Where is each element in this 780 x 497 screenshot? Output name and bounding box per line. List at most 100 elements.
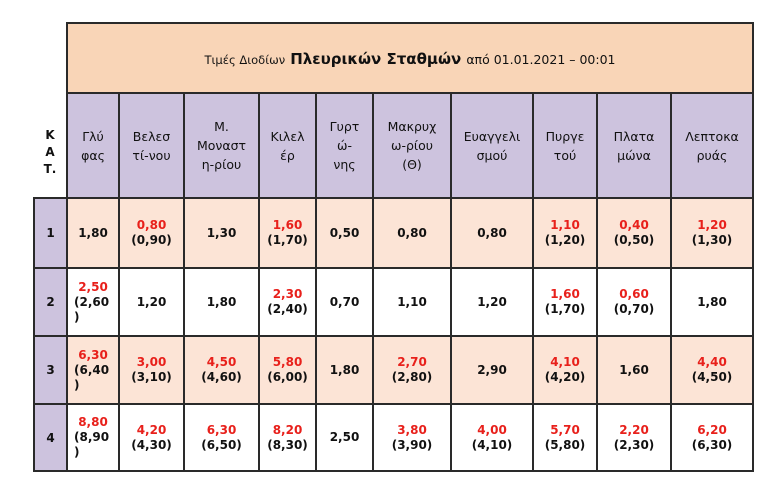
previous-price: (2,30)	[613, 437, 655, 452]
price-cell: 1,10	[372, 267, 452, 337]
table-row: 4 8,80 (8,90) 4,20 (4,30) 6,30 (6,50) 8,20 (8,30…	[33, 403, 755, 472]
price-cell: 3,00 (3,10)	[118, 335, 185, 405]
price-cell: 4,40 (4,50)	[669, 335, 755, 405]
current-price: 0,80	[136, 218, 167, 232]
price-cell: 8,20 (8,30)	[258, 403, 317, 472]
price-cell: 0,40 (0,50)	[596, 197, 672, 269]
current-price: 0,80	[397, 225, 427, 240]
current-price: 6,30	[206, 422, 237, 437]
previous-price: (6,30)	[691, 437, 733, 452]
current-price: 5,80	[272, 355, 303, 369]
toll-price-table: Τιμές Διοδίων Πλευρικών Σταθμών από 01.0…	[33, 22, 755, 472]
previous-price: (8,90)	[74, 430, 110, 459]
current-price: 1,10	[397, 294, 427, 309]
current-price: 2,20	[619, 422, 649, 437]
price-cell: 2,20 (2,30)	[596, 403, 672, 472]
previous-price: (6,50)	[201, 437, 242, 452]
previous-price: (6,40)	[74, 362, 110, 392]
title-prefix: Τιμές Διοδίων	[204, 52, 286, 67]
price-cell: 8,80 (8,90)	[66, 403, 120, 472]
current-price: 6,20	[697, 422, 727, 437]
previous-price: (1,20)	[544, 233, 586, 247]
previous-price: (4,50)	[691, 370, 733, 384]
previous-price: (0,70)	[613, 302, 655, 316]
current-price: 6,30	[78, 347, 108, 362]
previous-price: (0,90)	[131, 233, 172, 247]
current-price: 0,50	[329, 225, 360, 240]
price-cell: 1,80	[66, 197, 120, 269]
table-title: Τιμές Διοδίων Πλευρικών Σταθμών από 01.0…	[65, 22, 755, 94]
current-price: 1,20	[136, 294, 167, 309]
current-price: 0,70	[329, 294, 360, 309]
price-cell: 4,00 (4,10)	[450, 403, 534, 472]
price-cell: 0,80	[372, 197, 452, 269]
category-cell: 2	[33, 267, 68, 337]
previous-price: (4,20)	[544, 370, 586, 384]
category-header: Κ Α Τ.	[34, 93, 68, 199]
price-cell: 1,80	[183, 267, 260, 337]
price-cell: 1,80	[315, 335, 374, 405]
price-cell: 1,20	[450, 267, 534, 337]
current-price: 4,50	[206, 355, 237, 369]
previous-price: (1,70)	[544, 302, 586, 316]
table-row: 2 2,50 (2,60) 1,20 1,80 2,30 (2,40) 0,70 1,10 1,2…	[33, 267, 755, 337]
current-price: 1,20	[697, 218, 727, 232]
price-cell: 6,20 (6,30)	[669, 403, 755, 472]
price-cell: 0,60 (0,70)	[596, 267, 672, 337]
category-cell: 1	[33, 197, 68, 269]
current-price: 0,40	[619, 218, 649, 232]
previous-price: (4,30)	[131, 437, 172, 452]
current-price: 4,40	[697, 355, 727, 369]
current-price: 0,80	[477, 225, 507, 240]
price-cell: 6,30 (6,40)	[66, 335, 120, 405]
price-cell: 2,70 (2,80)	[372, 335, 452, 405]
previous-price: (1,30)	[691, 233, 733, 247]
station-header-3: Μ. Μοναστ η-ρίου	[183, 92, 260, 199]
title-row: Τιμές Διοδίων Πλευρικών Σταθμών από 01.0…	[34, 22, 755, 94]
previous-price: (1,70)	[267, 233, 308, 247]
previous-price: (0,50)	[613, 233, 655, 247]
price-cell: 4,10 (4,20)	[532, 335, 598, 405]
current-price: 1,60	[550, 287, 580, 301]
current-price: 4,20	[136, 422, 167, 437]
previous-price: (3,90)	[391, 437, 433, 452]
price-cell: 1,20	[118, 267, 185, 337]
price-cell: 4,50 (4,60)	[183, 335, 260, 405]
price-cell: 1,80	[669, 267, 755, 337]
title-main: Πλευρικών Σταθμών	[290, 49, 462, 68]
current-price: 8,20	[272, 422, 303, 437]
station-header-10: Λεπτοκα ρυάς	[669, 92, 755, 199]
previous-price: (3,10)	[131, 370, 172, 384]
price-cell: 1,60 (1,70)	[532, 267, 598, 337]
current-price: 1,80	[206, 294, 237, 309]
price-cell: 1,10 (1,20)	[532, 197, 598, 269]
price-rows: 1 1,80 0,80 (0,90) 1,30 1,60 (1,70) 0,50 0,80 0,8…	[33, 197, 755, 472]
table-row: 3 6,30 (6,40) 3,00 (3,10) 4,50 (4,60) 5,80 (6,00…	[33, 335, 755, 405]
current-price: 2,70	[397, 355, 427, 369]
price-cell: 5,80 (6,00)	[258, 335, 317, 405]
title-suffix: από 01.01.2021 – 00:01	[466, 51, 616, 67]
station-header-6: Μακρυχ ω-ρίου (Θ)	[372, 92, 452, 199]
price-cell: 3,80 (3,90)	[372, 403, 452, 472]
previous-price: (8,30)	[267, 437, 308, 452]
price-cell: 6,30 (6,50)	[183, 403, 260, 472]
price-cell: 0,80	[450, 197, 534, 269]
price-cell: 0,70	[315, 267, 374, 337]
previous-price: (4,10)	[471, 437, 513, 452]
current-price: 1,80	[329, 362, 360, 377]
current-price: 2,30	[272, 287, 303, 301]
station-header-row: Κ Α Τ. Γλύ φας Βελεσ τί-νου Μ. Μοναστ η-ρί…	[34, 92, 755, 199]
previous-price: (6,00)	[267, 370, 308, 384]
current-price: 1,20	[477, 294, 507, 309]
current-price: 4,10	[550, 355, 580, 369]
previous-price: (4,60)	[201, 370, 242, 384]
current-price: 1,60	[619, 362, 649, 377]
price-cell: 1,20 (1,30)	[669, 197, 755, 269]
price-cell: 1,60	[596, 335, 672, 405]
category-cell: 4	[33, 403, 68, 472]
station-header-1: Γλύ φας	[66, 92, 120, 199]
price-cell: 1,60 (1,70)	[258, 197, 317, 269]
current-price: 1,80	[697, 294, 727, 309]
current-price: 2,90	[477, 362, 507, 377]
current-price: 5,70	[550, 422, 580, 437]
